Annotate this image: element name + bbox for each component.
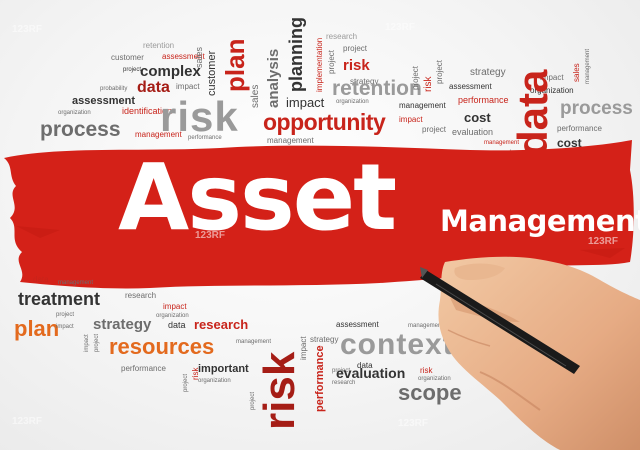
word-project-tiny: project (123, 67, 142, 73)
watermark-1: 123RF (12, 24, 43, 35)
word-research-bottom-small: research (125, 291, 157, 300)
word-management-right-tiny: management (484, 140, 520, 146)
word-treatment: treatment (18, 289, 101, 309)
watermark-6: 123RF (398, 418, 429, 429)
headline-asset: Asset (118, 144, 397, 251)
word-important: important (198, 363, 249, 375)
word-plan-bottom: plan (14, 316, 60, 341)
word-performance-bottom: performance (121, 364, 166, 373)
word-organization-bottom: organization (156, 313, 189, 319)
watermark-3: 123RF (195, 230, 226, 241)
word-strategy-top-small: strategy (350, 77, 379, 86)
word-organization-right: organization (530, 86, 574, 95)
word-data-top: data (137, 79, 170, 96)
word-impact-top-right: impact (399, 115, 423, 124)
word-identification: identification (122, 106, 173, 116)
word-process-left: process (40, 118, 121, 141)
word-project-bottom-left: project (56, 312, 75, 318)
word-project-bottom-mid: project (332, 368, 351, 374)
word-data-bottom: data (168, 320, 186, 330)
word-opportunity: opportunity (263, 109, 386, 135)
word-resources: resources (109, 334, 215, 359)
word-impact-bottom-left: impact (56, 324, 74, 330)
word-probability: probability (100, 86, 128, 92)
word-performance-right: performance (458, 95, 509, 105)
word-management-bottom: management (236, 339, 272, 345)
word-impact-top: impact (176, 82, 200, 91)
word-cost-far-right: cost (557, 136, 582, 150)
word-research-bottom: research (194, 317, 249, 332)
word-research-bottom-tiny: research (332, 380, 356, 386)
word-performance-left: performance (188, 135, 222, 141)
word-project-top: project (343, 44, 368, 53)
word-process-right: process (560, 98, 633, 119)
word-scope: scope (398, 380, 462, 405)
word-organization-bottom-3: organization (418, 376, 451, 382)
word-evaluation-bottom: evaluation (336, 365, 406, 381)
word-assessment: assessment (72, 95, 135, 107)
word-customer: customer (111, 53, 144, 62)
word-assessment-right: assessment (449, 82, 492, 91)
word-context: context (340, 328, 454, 361)
word-data-bottom-small: data (33, 275, 49, 284)
word-strategy-bottom: strategy (93, 316, 152, 333)
word-risk-small: risk (343, 57, 370, 74)
word-retention: retention (332, 77, 422, 100)
word-strategy-top: strategy (470, 67, 506, 78)
word-assessment-small: assessment (162, 52, 205, 61)
word-complex: complex (140, 63, 201, 80)
headline-management: Management (440, 204, 640, 238)
word-management-bottom-2: management (408, 323, 444, 329)
word-management-bottom-left: management (58, 280, 94, 286)
word-impact-mid: impact (286, 95, 325, 110)
word-performance-far-right: performance (557, 124, 602, 133)
word-strategy-bottom-small: strategy (310, 335, 339, 344)
watermark-4: 123RF (588, 236, 619, 247)
word-cost-right-top: cost (464, 110, 491, 125)
word-retention-small: retention (143, 41, 175, 50)
watermark-2: 123RF (385, 22, 416, 33)
watermark-5: 123RF (12, 416, 43, 427)
word-research-top: research (326, 32, 358, 41)
word-data-bottom-2: data (357, 361, 373, 370)
word-impact-bottom: impact (163, 302, 187, 311)
word-organization-bottom-2: organization (198, 378, 231, 384)
word-organization-left: organization (58, 110, 91, 116)
word-project-mid: project (422, 125, 447, 134)
word-evaluation-right: evaluation (452, 127, 494, 137)
word-management-top-right: management (399, 101, 446, 110)
word-impact-right: impact (540, 73, 564, 82)
word-risk-bottom-small: risk (420, 366, 433, 375)
word-organization-mid: organization (336, 99, 369, 105)
word-management-mid: management (267, 136, 314, 145)
word-management-left: management (135, 130, 182, 139)
word-assessment-bottom: assessment (336, 320, 379, 329)
word-risk-top: risk (160, 93, 239, 140)
